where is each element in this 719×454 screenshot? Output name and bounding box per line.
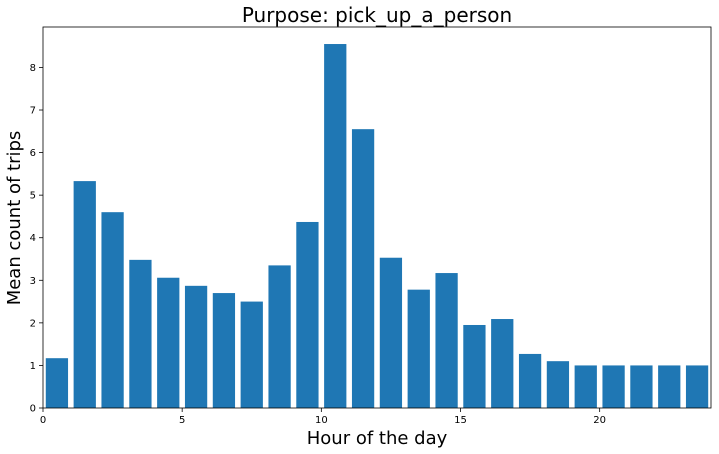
y-axis-label: Mean count of trips [4, 131, 25, 306]
bar-hour-23 [685, 365, 709, 408]
bar-hour-20 [602, 365, 625, 408]
bar-hour-19 [574, 365, 597, 408]
bars-group [45, 44, 709, 409]
y-axis: 0 1 2 3 4 5 6 7 8 [30, 63, 43, 415]
y-tick-label: 8 [30, 63, 36, 74]
bar-hour-7 [240, 301, 263, 408]
y-tick-label: 0 [30, 404, 36, 415]
bar-hour-14 [435, 273, 458, 408]
bar-hour-1 [73, 181, 96, 408]
bar-hour-9 [296, 221, 319, 408]
x-tick-label: 0 [40, 415, 46, 426]
bar-hour-13 [407, 289, 430, 408]
bar-hour-15 [463, 324, 486, 408]
bar-hour-17 [518, 353, 542, 408]
bar-hour-5 [184, 285, 208, 408]
bar-hour-4 [157, 277, 180, 408]
y-tick-label: 5 [30, 191, 36, 202]
y-tick-label: 7 [30, 106, 36, 117]
chart-title: Purpose: pick_up_a_person [242, 3, 512, 27]
bar-hour-6 [212, 293, 236, 408]
bar-hour-10 [324, 44, 347, 409]
y-tick-label: 2 [30, 318, 36, 329]
y-tick-label: 3 [30, 276, 36, 287]
x-tick-label: 10 [315, 415, 328, 426]
bar-hour-22 [658, 365, 681, 408]
bar-hour-18 [546, 361, 570, 408]
bar-hour-21 [630, 365, 653, 408]
bar-hour-12 [379, 257, 403, 408]
x-axis: 0 5 10 15 20 [40, 408, 606, 426]
x-tick-label: 15 [454, 415, 467, 426]
bar-hour-0 [45, 358, 69, 408]
bar-hour-8 [268, 265, 291, 408]
plot-frame [42, 26, 712, 409]
bar-hour-2 [101, 212, 124, 408]
x-axis-label: Hour of the day [307, 428, 448, 449]
y-tick-label: 4 [30, 233, 36, 244]
bar-hour-3 [129, 259, 152, 408]
y-tick-label: 1 [30, 361, 36, 372]
y-tick-label: 6 [30, 148, 36, 159]
bar-hour-16 [491, 319, 514, 408]
x-tick-label: 20 [593, 415, 606, 426]
bar-hour-11 [351, 129, 375, 408]
x-tick-label: 5 [179, 415, 185, 426]
